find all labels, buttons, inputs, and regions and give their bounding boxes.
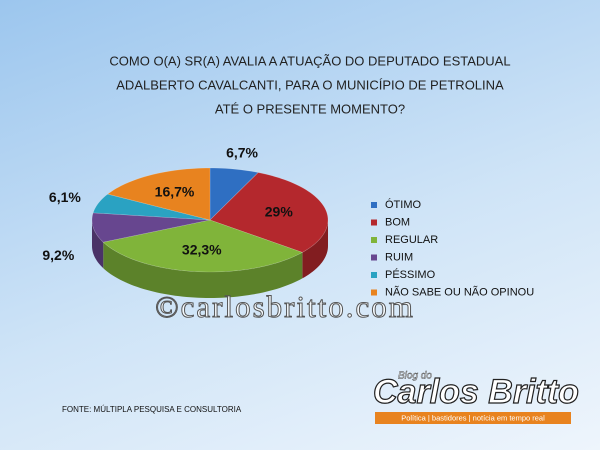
chart-title: ADALBERTO CAVALCANTI, PARA O MUNICÍPIO D…	[116, 77, 504, 92]
legend-swatch	[371, 202, 377, 208]
source: FONTE: MÚLTIPLA PESQUISA E CONSULTORIA	[62, 405, 242, 414]
pie: 6,7% 29% 32,3% 9,2% 6,1% 16,7%	[42, 145, 329, 298]
legend-label: REGULAR	[385, 234, 438, 246]
legend-label: PÉSSIMO	[385, 268, 436, 281]
legend-swatch	[371, 254, 377, 261]
value-label: 32,3%	[182, 242, 222, 258]
slice	[106, 167, 211, 221]
slice	[102, 219, 304, 273]
legend-swatch	[371, 219, 377, 226]
slice-side	[302, 220, 328, 279]
value-label: 16,7%	[155, 184, 195, 200]
chart-title: COMO O(A) SR(A) AVALIA A ATUAÇÃO DO DEPU…	[109, 53, 510, 68]
watermark: ©carlosbritto.com	[155, 289, 415, 324]
legend-swatch	[371, 237, 377, 243]
slice	[91, 212, 211, 243]
slice	[209, 167, 259, 221]
legend-label: RUIM	[385, 251, 413, 263]
value-label: 6,1%	[49, 189, 81, 205]
legend-label: BOM	[385, 216, 410, 228]
legend-label: NÃO SABE OU NÃO OPINOU	[385, 285, 534, 298]
chart-title: ATÉ O PRESENTE MOMENTO?	[215, 101, 405, 116]
logo-tagline: Política | bastidores | notícia em tempo…	[401, 413, 545, 422]
logo-name: Carlos Britto	[373, 373, 579, 411]
slice	[92, 193, 211, 221]
value-label: 9,2%	[42, 247, 74, 263]
logo-bar	[375, 412, 571, 424]
slice	[209, 172, 329, 253]
value-label: 6,7%	[226, 145, 258, 161]
value-label: 29%	[265, 203, 294, 219]
legend-swatch	[371, 272, 377, 278]
logo-kicker: Blog do	[398, 371, 432, 382]
slice-side	[92, 220, 104, 269]
legend-label: ÓTIMO	[385, 198, 421, 211]
legend-swatch	[371, 289, 377, 296]
legend: ÓTIMO BOM REGULAR RUIM PÉSSIMO NÃO SABE OU NÃ…	[371, 198, 534, 298]
slice-side	[103, 242, 303, 298]
